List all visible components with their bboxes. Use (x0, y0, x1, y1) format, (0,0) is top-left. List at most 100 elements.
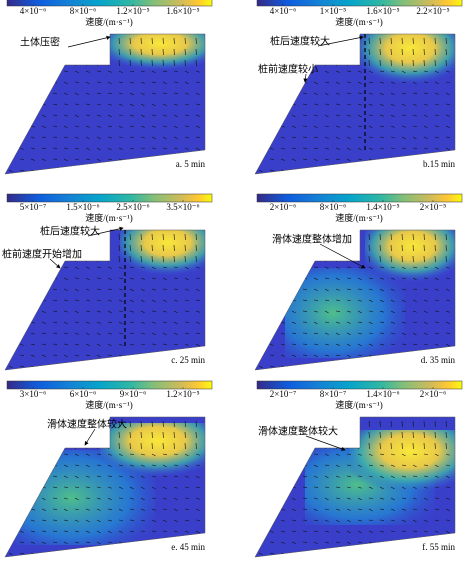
vector-arrow (291, 365, 296, 369)
vector-arrow (129, 552, 134, 556)
vector-arrow (357, 277, 362, 281)
vector-arrow (173, 114, 178, 118)
vector-arrow (357, 486, 362, 489)
vector-arrow (291, 114, 296, 118)
vector-arrow (107, 114, 112, 118)
vector-arrow (412, 158, 417, 161)
vector-arrow (434, 486, 439, 489)
vector-arrow (129, 169, 134, 173)
vector-arrow (346, 114, 351, 117)
vector-arrow (434, 288, 439, 291)
vector-arrow (74, 365, 79, 368)
vector-arrow (129, 530, 134, 533)
vector-arrow (280, 530, 285, 533)
vector-arrow (8, 266, 13, 270)
vector-arrow (107, 136, 112, 139)
vector-arrow (140, 125, 145, 128)
vector-arrow (96, 114, 101, 117)
field-hot (350, 430, 455, 500)
vector-arrow (96, 103, 101, 106)
vector-arrow (173, 453, 178, 455)
colorbar-tick-label: 3.5×10⁻⁶ (166, 202, 199, 212)
vector-arrow (258, 464, 263, 468)
vector-arrow (357, 114, 362, 118)
vector-arrow (195, 81, 200, 83)
annotation: 滑体速度整体增加 (272, 232, 352, 245)
vector-arrow (390, 530, 395, 532)
domain-outline (4, 33, 206, 175)
vector-arrow (52, 310, 58, 312)
vector-arrow (445, 81, 450, 83)
vector-arrow (173, 136, 178, 139)
vector-arrow (423, 125, 428, 129)
vector-arrow (129, 453, 135, 455)
vector-arrow (140, 343, 145, 345)
vector-arrow (195, 497, 200, 500)
vector-arrow (412, 103, 417, 106)
vector-arrow (129, 114, 134, 117)
vector-arrow (129, 343, 134, 346)
vector-arrow (346, 321, 351, 324)
vector-arrow (85, 114, 91, 116)
vector-arrow (173, 125, 178, 129)
vector-arrow (8, 277, 13, 281)
annotation: 土体压密 (20, 35, 60, 48)
vector-arrow (184, 81, 189, 85)
vector-arrow (445, 169, 450, 172)
vector-arrow (30, 354, 35, 357)
vector-arrow (269, 136, 274, 140)
vector-arrow (19, 81, 25, 83)
annotation-arrow (87, 226, 124, 237)
caption: b.15 min (423, 159, 456, 169)
vector-arrow (390, 332, 395, 335)
vector-arrow (195, 299, 201, 301)
vector-arrow (8, 541, 13, 545)
vector-arrow (324, 343, 329, 346)
vector-arrow (379, 114, 384, 117)
vector-arrow (335, 266, 340, 269)
vector-arrow (96, 475, 101, 477)
vector-arrow (19, 365, 24, 368)
vector-arrow (313, 497, 318, 500)
vector-arrow (107, 321, 113, 323)
vector-arrow (357, 81, 362, 85)
vector-arrow (107, 552, 112, 555)
vector-arrow (258, 343, 263, 347)
vector-arrow (74, 288, 79, 292)
vector-arrow (423, 92, 428, 94)
colorbar-tick-label: 2×10⁻⁷ (270, 389, 296, 399)
vector-arrow (8, 299, 13, 303)
vector-arrow (19, 277, 25, 279)
vector-arrow (74, 453, 79, 456)
vector-arrow (8, 486, 13, 490)
vector-arrow (63, 365, 68, 368)
vector-arrow (401, 332, 406, 335)
vector-arrow (423, 147, 428, 150)
vector-arrow (280, 125, 285, 128)
vector-arrow (19, 70, 24, 73)
vector-arrow (96, 169, 101, 173)
colorbar (6, 0, 213, 7)
vector-arrow (118, 136, 124, 138)
vector-arrow (129, 310, 134, 313)
vector-arrow (445, 70, 450, 73)
vector-arrow (280, 332, 285, 335)
vector-arrow (445, 530, 450, 534)
vector-arrow (41, 147, 47, 149)
vector-arrow (151, 321, 156, 324)
vector-arrow (85, 147, 90, 150)
vector-arrow (324, 497, 329, 501)
vector-arrow (41, 453, 46, 457)
vector-arrow (390, 81, 395, 84)
vector-arrow (195, 365, 200, 368)
vector-arrow (302, 92, 307, 95)
vector-arrow (390, 497, 395, 501)
vector-arrow (412, 354, 417, 357)
vector-arrow (118, 475, 123, 478)
vector-arrow (195, 453, 200, 456)
vector-arrow (379, 486, 384, 490)
vector-arrow (96, 299, 101, 302)
vector-arrow (184, 332, 189, 335)
vector-arrow (19, 497, 25, 499)
vector-arrow (269, 288, 274, 291)
